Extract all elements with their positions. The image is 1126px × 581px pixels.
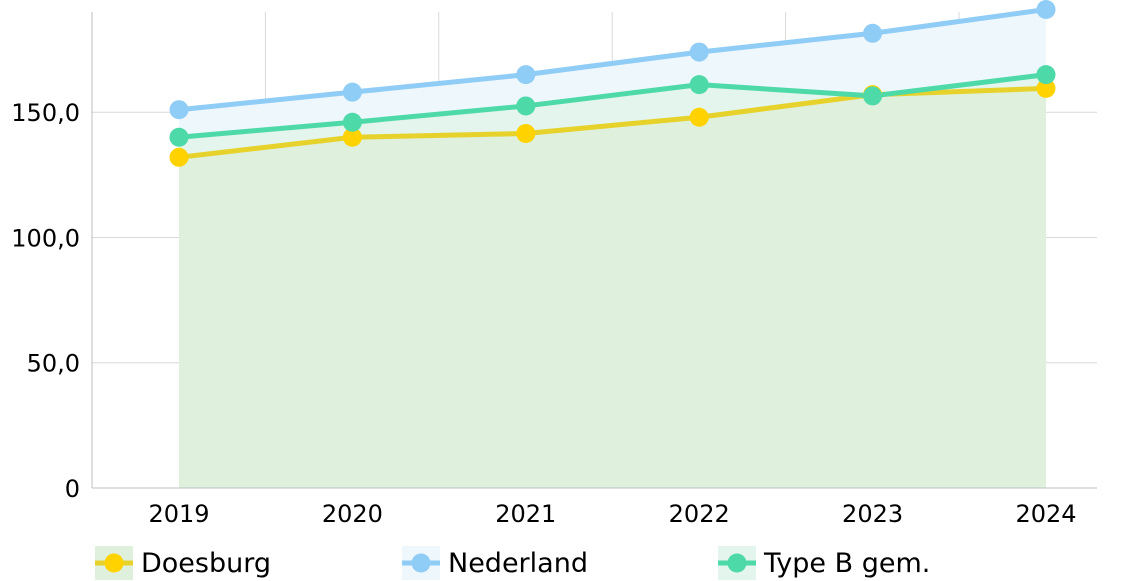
series-lines: [176, 6, 1049, 160]
data-point-doesburg-2020[interactable]: [342, 127, 362, 147]
data-point-type-b-gem-2022[interactable]: [689, 75, 709, 95]
y-tick-label: 50,0: [27, 350, 80, 378]
legend-item-nederland[interactable]: Nederland: [402, 546, 588, 580]
data-point-nederland-2021[interactable]: [516, 65, 536, 85]
x-tick-label: 2024: [1015, 500, 1076, 528]
area-doesburg: [179, 88, 1046, 488]
data-point-nederland-2022[interactable]: [689, 42, 709, 62]
data-point-type-b-gem-2020[interactable]: [342, 112, 362, 132]
legend-label: Nederland: [448, 548, 588, 579]
x-tick-label: 2020: [322, 500, 383, 528]
data-point-nederland-2024[interactable]: [1036, 0, 1056, 19]
data-point-nederland-2020[interactable]: [342, 82, 362, 102]
data-point-nederland-2023[interactable]: [863, 23, 883, 43]
legend-label: Type B gem.: [763, 548, 930, 579]
axes: [91, 12, 1097, 489]
y-tick-label: 150,0: [11, 99, 80, 127]
series-line-type-b-gem: [176, 72, 1049, 140]
legend-swatch-marker: [104, 553, 124, 573]
y-tick-label: 100,0: [11, 224, 80, 252]
data-point-type-b-gem-2019[interactable]: [169, 127, 189, 147]
y-tick-label: 0: [65, 475, 80, 503]
series-line-nederland: [176, 6, 1049, 113]
x-tick-label: 2019: [148, 500, 209, 528]
y-axis-tick-labels: 0 50,0 100,0 150,0: [11, 99, 80, 503]
series-areas: [179, 9, 1046, 488]
series-points: [169, 0, 1056, 167]
data-point-nederland-2019[interactable]: [169, 100, 189, 120]
data-point-type-b-gem-2023[interactable]: [863, 86, 883, 106]
data-point-doesburg-2019[interactable]: [169, 147, 189, 167]
legend-item-doesburg[interactable]: Doesburg: [95, 546, 271, 580]
legend[interactable]: Doesburg Nederland Type B gem.: [95, 546, 930, 580]
data-point-type-b-gem-2024[interactable]: [1036, 65, 1056, 85]
x-tick-label: 2023: [842, 500, 903, 528]
x-axis-tick-labels: 2019 2020 2021 2022 2023 2024: [148, 500, 1076, 528]
data-point-doesburg-2024[interactable]: [1036, 78, 1056, 98]
data-point-doesburg-2022[interactable]: [689, 107, 709, 127]
legend-label: Doesburg: [141, 548, 271, 579]
x-tick-label: 2021: [495, 500, 556, 528]
legend-swatch-marker: [411, 553, 431, 573]
data-point-doesburg-2021[interactable]: [516, 124, 536, 144]
data-point-type-b-gem-2021[interactable]: [516, 96, 536, 116]
legend-swatch-marker: [727, 553, 747, 573]
x-tick-label: 2022: [669, 500, 730, 528]
legend-item-type-b-gem[interactable]: Type B gem.: [718, 546, 930, 580]
